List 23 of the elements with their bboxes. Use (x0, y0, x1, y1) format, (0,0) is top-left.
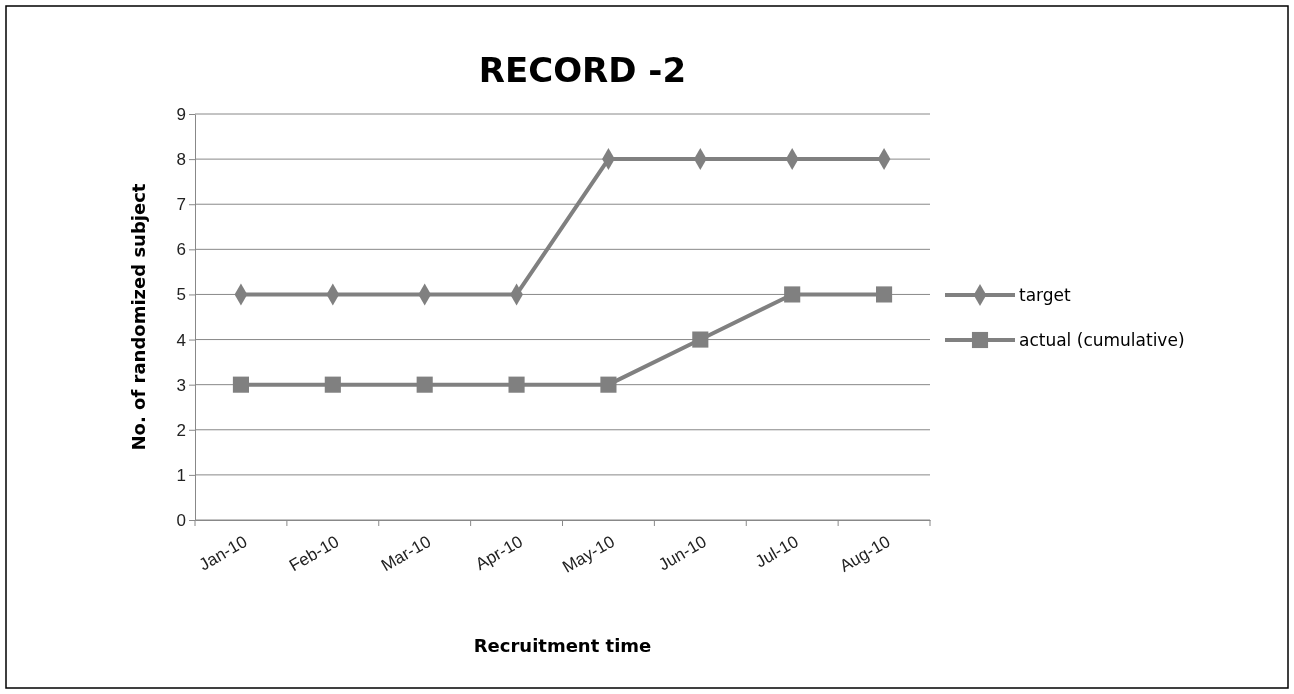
y-tick-label: 6 (176, 240, 186, 260)
point (324, 376, 341, 393)
y-tick-label: 3 (176, 375, 186, 395)
x-axis-title: Recruitment time (473, 635, 652, 656)
y-axis-title: No. of randomized subject (128, 183, 149, 451)
point (416, 376, 433, 393)
legend-label: target (1019, 284, 1072, 305)
point (232, 376, 249, 393)
y-tick-label: 1 (176, 465, 186, 485)
y-tick-label: 5 (176, 285, 186, 305)
point (508, 376, 525, 393)
legend-label: actual (cumulative) (1019, 329, 1185, 350)
y-tick-label: 4 (176, 330, 186, 350)
point (876, 286, 893, 303)
y-tick-label: 8 (176, 150, 186, 170)
chart-title: RECORD -2 (478, 50, 687, 90)
y-tick-label: 2 (176, 420, 186, 440)
point (600, 376, 617, 393)
point (784, 286, 801, 303)
y-tick-label: 0 (176, 510, 186, 530)
y-tick-label: 7 (176, 195, 186, 215)
point (692, 331, 709, 348)
y-tick-label: 9 (176, 104, 186, 124)
